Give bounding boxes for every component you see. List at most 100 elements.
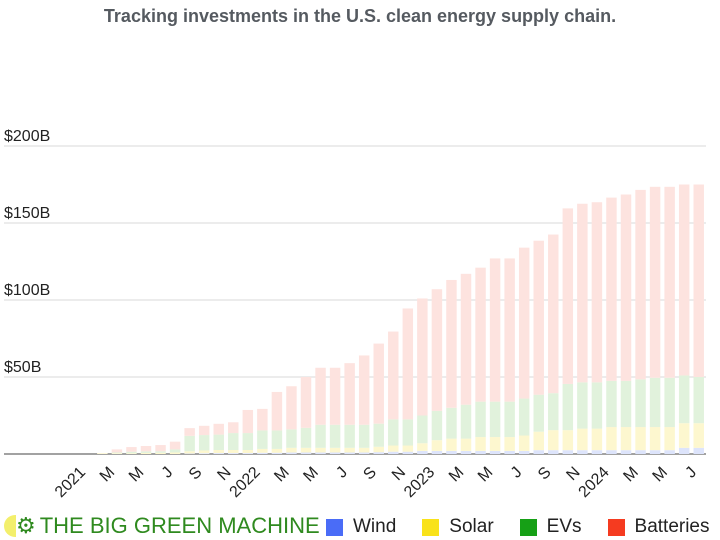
bar-solar [606,427,617,451]
bar-evs [693,377,704,424]
bar-evs [184,435,195,452]
legend-item-batteries[interactable]: Batteries [607,516,710,538]
bar-wind [315,452,326,454]
bar-batteries [271,391,283,431]
bar-evs [271,430,283,449]
bar-evs [504,401,515,438]
bar-evs [300,427,312,448]
bar-evs [155,451,166,453]
bar-wind [198,453,210,454]
bar-batteries [169,441,181,450]
bar-evs [591,382,603,429]
bar-solar [388,445,399,452]
bar-wind [489,450,501,454]
bar-wind [358,452,370,454]
bar-batteries [678,184,690,376]
bar-evs [198,435,210,451]
bar-evs [533,394,544,432]
x-tick-label: J [508,464,526,482]
bar-evs [475,401,486,438]
bar-solar [402,445,414,452]
x-tick-label: N [214,464,234,484]
bar-evs [111,452,123,454]
legend-item-evs[interactable]: EVs [519,516,582,538]
x-tick-label: N [389,464,409,484]
bar-batteries [402,308,414,420]
bar-solar [446,438,457,451]
bar-solar [693,423,704,448]
bar-wind [329,452,341,454]
bar-evs [213,434,224,450]
x-tick-label: M [446,464,467,485]
bar-batteries [548,234,559,394]
bar-solar [635,427,646,451]
legend-label-wind: Wind [353,516,397,537]
bar-wind [242,453,254,454]
bar-solar [228,449,239,454]
bar-evs [577,382,588,429]
bar-batteries [228,422,239,434]
legend-label-evs: EVs [546,516,582,537]
bar-wind [504,450,515,454]
bar-wind [562,450,574,454]
bar-evs [344,424,355,448]
bar-batteries [184,428,195,436]
bar-wind [620,450,632,454]
bar-wind [606,450,617,454]
bar-evs [373,423,384,447]
bar-batteries [489,258,501,402]
bar-solar [111,453,123,454]
y-tick-label: $150B [4,205,50,222]
bar-evs [358,424,370,448]
bar-solar [315,447,326,453]
x-tick-label: J [333,464,351,482]
bar-evs [315,424,326,448]
bar-batteries [606,197,617,381]
bar-solar [678,423,690,448]
bar-solar [548,430,559,451]
bar-batteries [562,208,574,384]
bar-batteries [242,409,254,434]
bar-evs [446,407,457,439]
bar-batteries [213,423,224,435]
bar-batteries [155,445,166,452]
bar-batteries [620,194,632,381]
x-tick-label: S [535,464,555,484]
bar-evs [489,401,501,438]
bar-solar [591,428,603,451]
chart-title: Tracking investments in the U.S. clean e… [103,6,617,26]
bar-solar [344,447,355,453]
bar-batteries [329,367,341,425]
legend-item-solar[interactable]: Solar [422,516,494,538]
bar-batteries [475,267,486,402]
bar-solar [562,430,574,451]
bar-evs [548,393,559,431]
x-tick-label: 2023 [401,464,438,501]
bar-batteries [431,289,443,411]
bar-batteries [300,377,312,428]
bar-solar [431,440,443,451]
bar-evs [140,451,152,453]
bar-solar [300,447,312,453]
bar-batteries [649,186,661,378]
bar-batteries [126,447,137,452]
bar-evs [169,449,181,453]
y-tick-label: $100B [4,282,50,299]
legend-item-wind[interactable]: Wind [326,516,396,538]
bar-batteries [446,279,457,408]
bar-wind [693,447,704,454]
bar-wind [344,452,355,454]
bar-solar [257,448,268,453]
bar-evs [678,375,690,424]
bar-batteries [140,445,152,452]
bar-solar [460,438,472,451]
bar-batteries [591,202,603,383]
bar-solar [533,431,544,451]
bar-wind [635,450,646,454]
bar-evs [431,410,443,441]
bar-wind [664,450,675,454]
bar-batteries [111,449,123,453]
x-tick-label: M [620,464,641,485]
x-tick-label: M [300,464,321,485]
